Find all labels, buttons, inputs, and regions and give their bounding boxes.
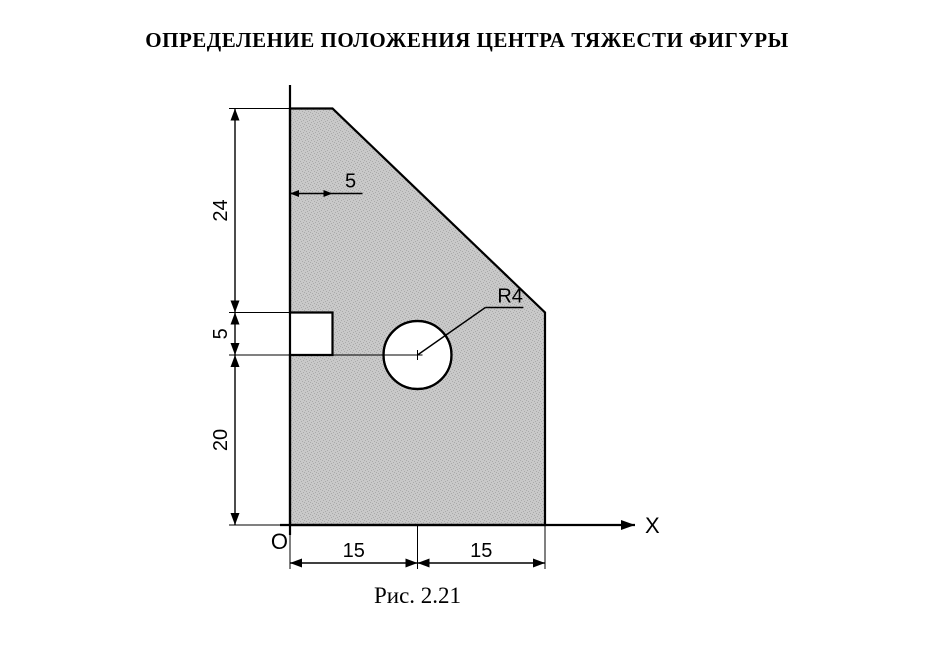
figure-svg: XYO2052451515R4Рис. 2.21 xyxy=(160,85,780,625)
svg-text:O: O xyxy=(271,529,288,554)
svg-text:Рис. 2.21: Рис. 2.21 xyxy=(374,583,461,608)
svg-text:24: 24 xyxy=(210,199,232,221)
svg-text:5: 5 xyxy=(345,171,356,193)
svg-text:20: 20 xyxy=(210,429,232,451)
svg-text:15: 15 xyxy=(343,540,365,562)
diagram-container: XYO2052451515R4Рис. 2.21 xyxy=(160,85,780,625)
page-title: ОПРЕДЕЛЕНИЕ ПОЛОЖЕНИЯ ЦЕНТРА ТЯЖЕСТИ ФИГ… xyxy=(145,28,788,53)
svg-text:R4: R4 xyxy=(497,285,523,307)
svg-text:15: 15 xyxy=(470,540,492,562)
svg-text:5: 5 xyxy=(210,328,232,339)
svg-text:X: X xyxy=(645,513,660,538)
